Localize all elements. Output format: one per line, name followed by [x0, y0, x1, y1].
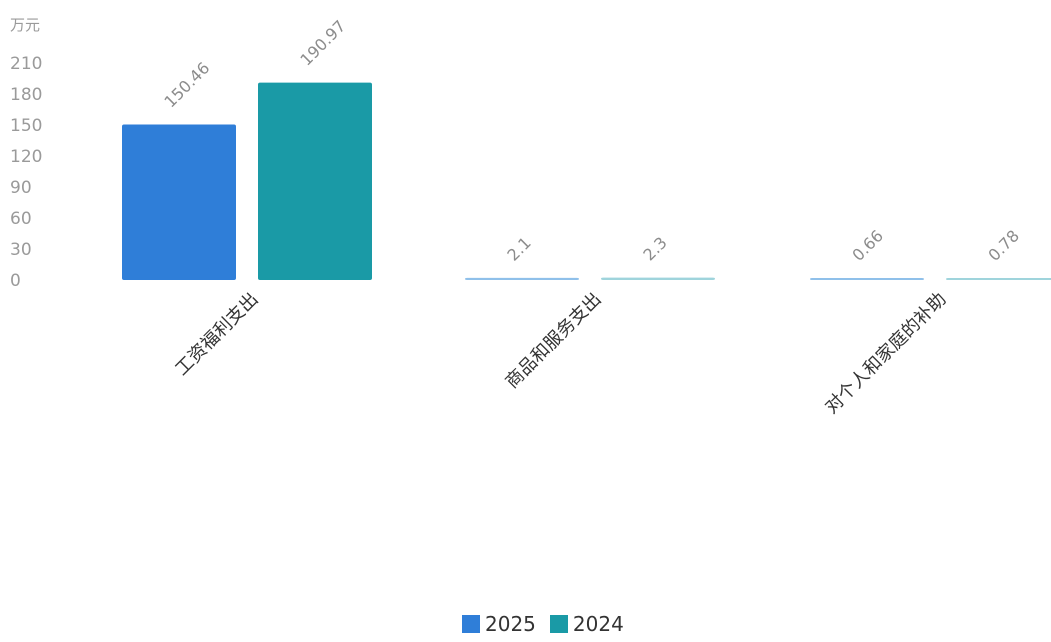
- bar-2025-1[interactable]: [465, 277, 579, 280]
- y-tick-label: 30: [10, 240, 32, 260]
- legend-label-2025: 2025: [485, 612, 536, 636]
- y-tick-label: 0: [10, 271, 21, 291]
- data-label-2025-1: 2.1: [503, 233, 534, 264]
- bar-2024-2[interactable]: [946, 278, 1051, 280]
- bar-2024-1[interactable]: [601, 277, 715, 280]
- y-tick-label: 90: [10, 178, 32, 198]
- legend-swatch-2024: [549, 615, 568, 633]
- category-label-0: 工资福利支出: [171, 289, 262, 380]
- data-label-2024-2: 0.78: [984, 226, 1023, 265]
- y-tick-label: 210: [10, 54, 42, 74]
- legend-swatch-2025: [462, 615, 480, 633]
- bar-2024-0[interactable]: [258, 82, 372, 280]
- legend-item-2025[interactable]: 2025: [462, 612, 536, 636]
- legend-label-2024: 2024: [572, 612, 624, 636]
- y-tick-label: 60: [10, 209, 32, 229]
- legend[interactable]: 2025 2024: [462, 612, 632, 636]
- y-axis-unit-label: 万元: [10, 16, 41, 34]
- data-label-2025-0: 150.46: [160, 58, 213, 111]
- y-tick-label: 150: [10, 116, 42, 136]
- category-label-1: 商品和服务支出: [502, 289, 606, 393]
- bar-2025-0[interactable]: [122, 124, 236, 281]
- category-label-2: 对个人和家庭的补助: [821, 289, 950, 418]
- legend-item-2024[interactable]: 2024: [549, 612, 624, 636]
- bar-2025-2[interactable]: [810, 278, 924, 280]
- data-label-2024-0: 190.97: [296, 16, 349, 69]
- y-tick-label: 180: [10, 85, 42, 105]
- y-tick-label: 120: [10, 147, 42, 167]
- data-label-2025-2: 0.66: [848, 226, 887, 265]
- data-label-2024-1: 2.3: [639, 233, 670, 264]
